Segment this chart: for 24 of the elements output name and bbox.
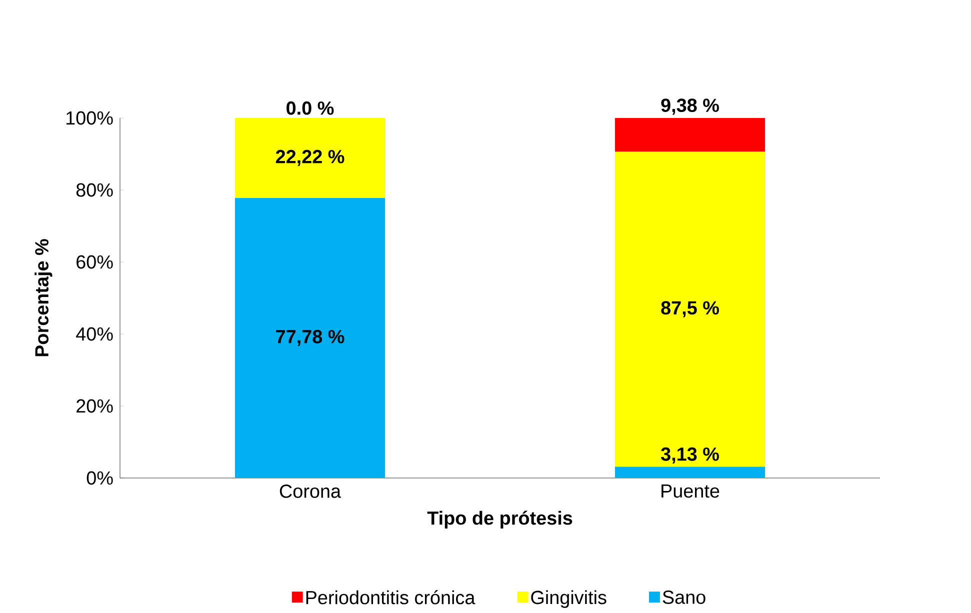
y-tick-label: 80% [76, 183, 113, 197]
y-tick-label: 40% [76, 327, 113, 341]
bar [235, 198, 386, 478]
data-label: 0.0 % [286, 101, 334, 115]
data-label: 22,22 % [276, 150, 344, 166]
bar [615, 152, 766, 467]
x-tick-label: Puente [662, 484, 720, 498]
legend-label: Sano [662, 590, 706, 604]
data-label: 77,78 % [276, 330, 344, 346]
y-tick-label: 0% [86, 471, 113, 485]
x-axis-title: Tipo de prótesis [427, 510, 572, 529]
y-axis-title: Porcentaje % [34, 239, 52, 356]
bar [615, 118, 766, 152]
data-label: 9,38 % [661, 98, 719, 115]
y-tick-label: 60% [76, 255, 113, 269]
bar [235, 118, 386, 198]
y-tick-label: 100% [66, 111, 113, 125]
data-label: 87,5 % [661, 301, 719, 318]
bar [615, 466, 766, 478]
legend-label: Periodontitis crónica [306, 590, 476, 604]
legend-label: Gingivitis [531, 590, 606, 608]
y-tick-label: 20% [76, 399, 113, 413]
x-tick-label: Corona [280, 484, 342, 498]
data-label: 3,13 % [660, 447, 719, 464]
